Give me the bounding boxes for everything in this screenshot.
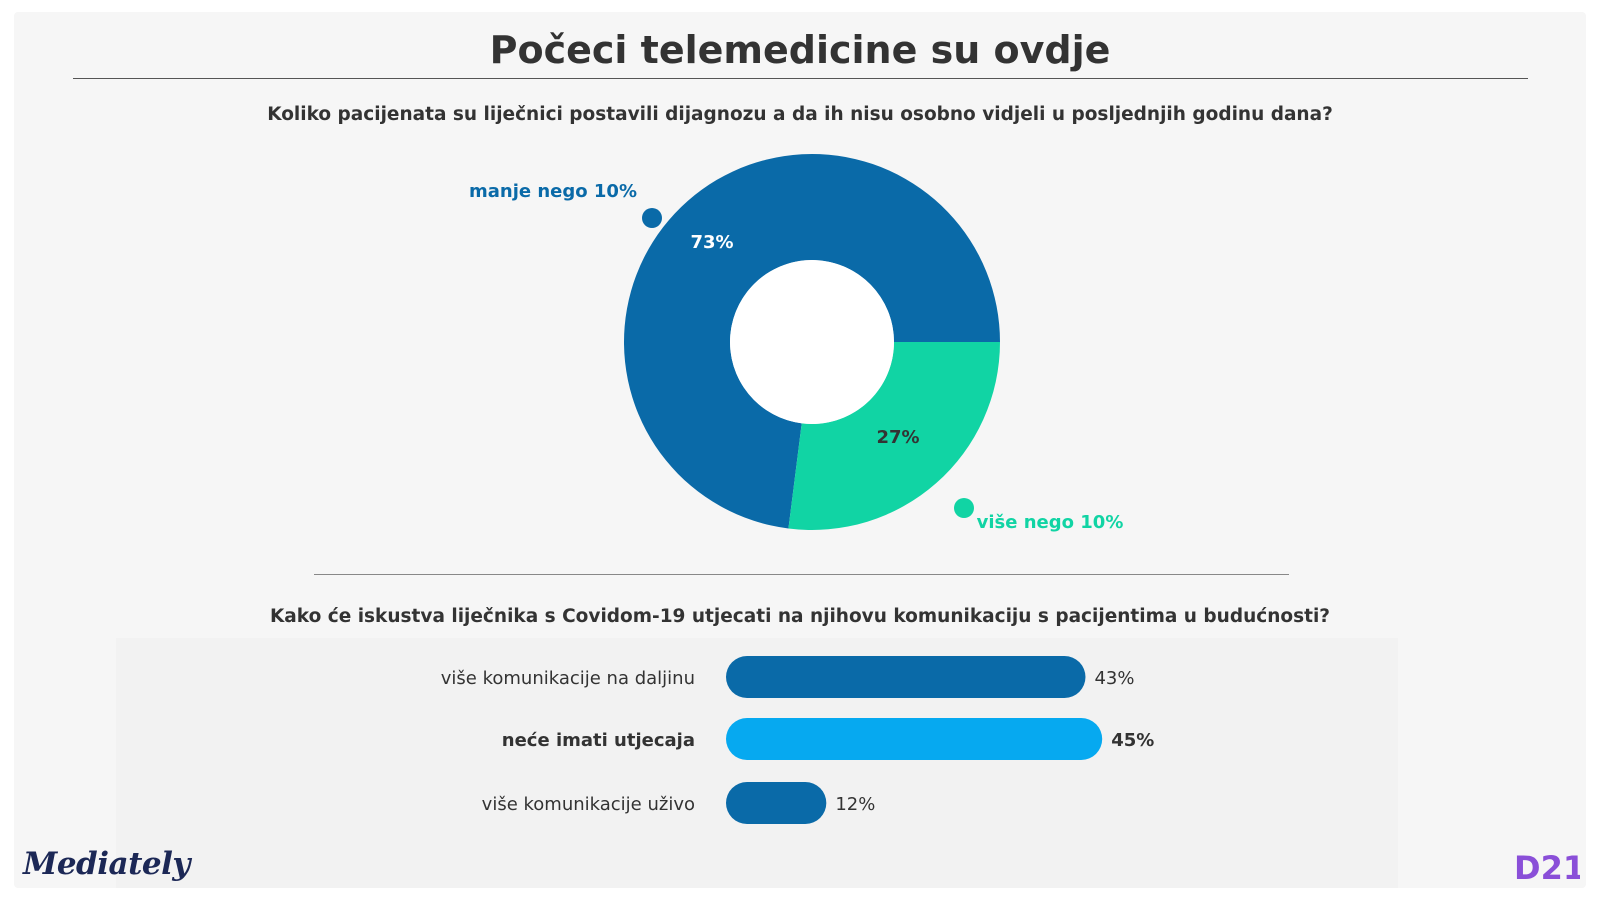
slice-category-label: manje nego 10%: [469, 181, 637, 202]
donut-chart: 73% manje nego 10% 27% više nego 10%: [469, 153, 1124, 533]
bar-value-label: 12%: [835, 794, 875, 815]
bar-category-label: više komunikacije uživo: [482, 794, 695, 815]
bar-value-label: 45%: [1111, 730, 1154, 751]
bar-value-label: 43%: [1094, 668, 1134, 689]
legend-dot: [954, 498, 974, 518]
bar: [726, 782, 827, 824]
bar-category-label: više komunikacije na daljinu: [441, 668, 695, 689]
bar: [726, 656, 1086, 698]
bar-question: Kako će iskustva liječnika s Covidom-19 …: [269, 606, 1331, 627]
mediately-logo: Mediately: [23, 846, 190, 882]
title-divider: [73, 78, 1528, 79]
slice-category-label: više nego 10%: [977, 512, 1124, 533]
section-divider: [314, 574, 1289, 575]
bar: [726, 718, 1103, 760]
donut-question: Koliko pacijenata su liječnici postavili…: [267, 104, 1333, 125]
bar-category-label: neće imati utjecaja: [502, 730, 695, 751]
donut-slice: [788, 342, 1000, 530]
slice-value-label: 27%: [876, 427, 919, 448]
legend-dot: [642, 208, 662, 228]
d21-logo-text: D21: [1514, 849, 1580, 885]
page-title: Počeci telemedicine su ovdje: [489, 28, 1111, 72]
donut-slice: [623, 153, 1000, 529]
slice-value-label: 73%: [690, 232, 733, 253]
d21-logo: D21: [1514, 849, 1580, 885]
donut-hole: [730, 260, 894, 424]
